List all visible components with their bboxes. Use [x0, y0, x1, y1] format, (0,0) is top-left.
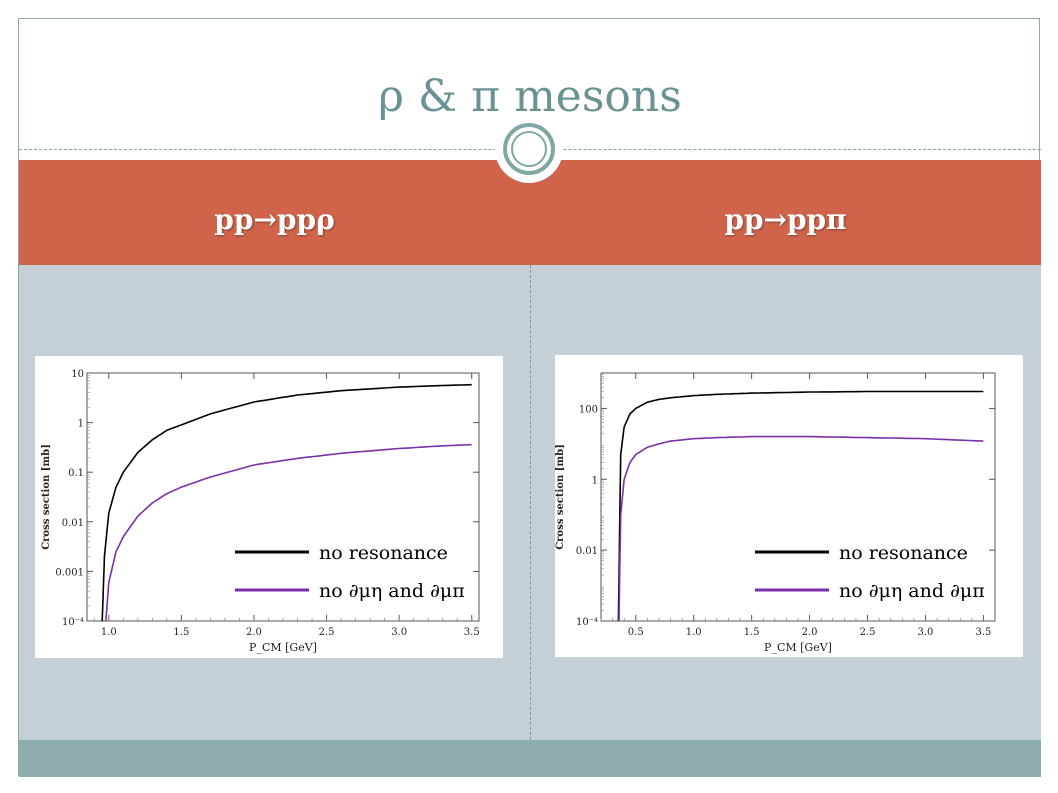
chart-panel-rho: 1.0 1.5 2.0 2.5 3.0 3.5 10⁻⁴ 0.001 0.01 0.1 1 10 P_C… [35, 356, 503, 658]
chart-rho: 1.0 1.5 2.0 2.5 3.0 3.5 10⁻⁴ 0.001 0.01 0.1 1 10 P_C… [41, 369, 480, 654]
footer-band [19, 740, 1041, 777]
y-tick-label: 0.01 [576, 546, 598, 557]
y-tick-label: 0.01 [62, 518, 84, 529]
ornament-ring [503, 123, 555, 175]
y-axis-label: Cross section [mb] [555, 444, 566, 550]
ornament-ring-inner [511, 131, 547, 167]
series-line-no-resonance [617, 390, 984, 621]
chart-panel-pi: 0.5 1.0 1.5 2.0 2.5 3.0 3.5 10⁻⁴ 0.01 1 100 P_CM [G… [555, 355, 1023, 657]
x-tick-label: 3.5 [975, 627, 991, 638]
x-tick-label: 2.0 [802, 627, 818, 638]
x-tick-label: 3.5 [464, 627, 480, 638]
y-tick-label: 10⁻⁴ [62, 617, 84, 628]
x-tick-label: 1.5 [744, 627, 760, 638]
y-tick-label: 1 [592, 475, 598, 486]
x-tick-label: 2.5 [860, 627, 876, 638]
x-axis-label: P_CM [GeV] [249, 641, 317, 654]
y-axis-label: Cross section [mb] [41, 444, 52, 550]
x-tick-label: 1.5 [173, 627, 189, 638]
series-line-no-derivative-coupling [105, 443, 472, 621]
column-divider [530, 265, 531, 740]
series-line-no-derivative-coupling [618, 435, 984, 621]
x-tick-label: 2.5 [319, 627, 335, 638]
legend-label: no ∂μη and ∂μπ [839, 580, 985, 602]
x-tick-label: 3.0 [918, 627, 934, 638]
legend-label: no resonance [839, 542, 968, 564]
y-tick-label: 10⁻⁴ [576, 617, 598, 628]
column-header-left: pp→ppρ [214, 203, 335, 236]
y-tick-label: 10 [71, 369, 84, 380]
y-tick-label: 0.1 [68, 468, 84, 479]
slide-title: ρ & π mesons [378, 71, 682, 122]
y-tick-label: 1 [78, 419, 84, 430]
x-tick-label: 2.0 [246, 627, 262, 638]
x-tick-label: 1.0 [686, 627, 702, 638]
chart-pi: 0.5 1.0 1.5 2.0 2.5 3.0 3.5 10⁻⁴ 0.01 1 100 P_CM [G… [555, 372, 996, 654]
x-axis-label: P_CM [GeV] [764, 641, 832, 654]
legend-label: no ∂μη and ∂μπ [319, 580, 465, 602]
column-header-right: pp→ppπ [724, 203, 847, 236]
x-tick-label: 0.5 [628, 627, 644, 638]
y-tick-label: 0.001 [55, 567, 84, 578]
x-tick-label: 1.0 [101, 627, 117, 638]
slide: ρ & π mesons pp→ppρ pp→ppπ 1.0 1.5 2.0 2.5 3… [18, 18, 1041, 777]
x-tick-label: 3.0 [391, 627, 407, 638]
y-tick-label: 100 [579, 404, 598, 415]
legend-label: no resonance [319, 542, 448, 564]
circle-ornament-icon [495, 115, 563, 183]
series-line-no-resonance [101, 383, 472, 621]
